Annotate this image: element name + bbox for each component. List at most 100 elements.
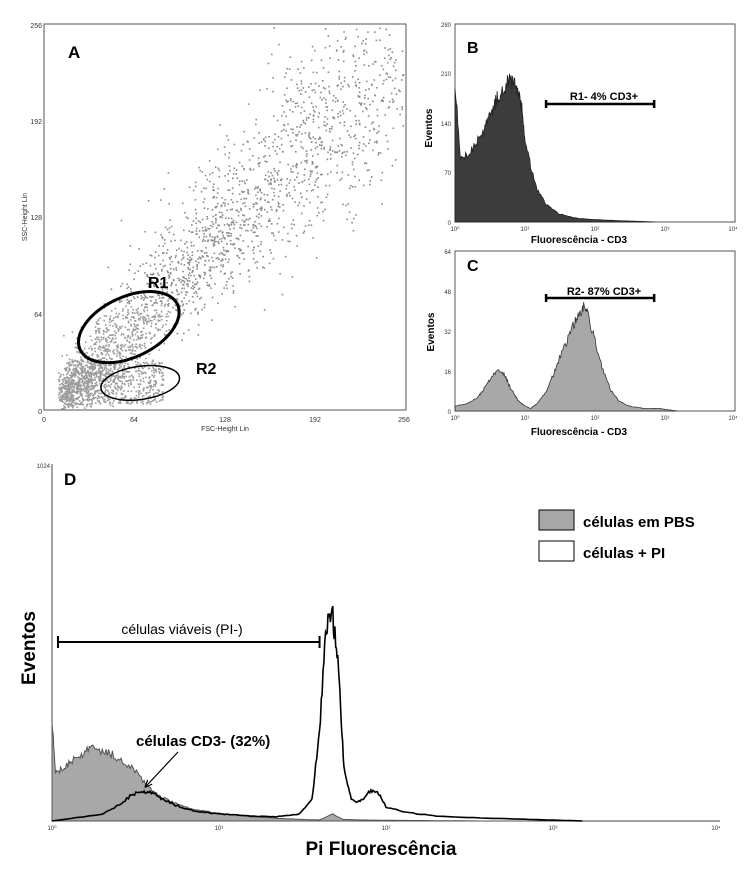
- event-point: [331, 125, 333, 128]
- event-point: [402, 125, 405, 127]
- event-point: [339, 179, 341, 181]
- event-point: [153, 380, 156, 382]
- event-point: [264, 145, 266, 147]
- event-point: [138, 248, 140, 250]
- event-point: [399, 90, 401, 93]
- event-point: [245, 197, 247, 200]
- event-point: [369, 180, 371, 182]
- event-point: [338, 78, 340, 80]
- event-point: [402, 74, 404, 77]
- event-point: [102, 363, 104, 365]
- event-point: [87, 378, 90, 381]
- event-point: [289, 56, 292, 58]
- event-point: [342, 60, 345, 63]
- event-point: [104, 387, 107, 389]
- event-point: [368, 169, 370, 171]
- event-point: [247, 191, 249, 194]
- event-point: [151, 316, 154, 318]
- event-point: [137, 361, 139, 364]
- event-point: [72, 398, 75, 400]
- event-point: [131, 350, 133, 352]
- event-point: [342, 85, 344, 88]
- event-point: [239, 207, 242, 210]
- event-point: [391, 164, 394, 167]
- event-point: [101, 366, 104, 369]
- event-point: [303, 230, 306, 233]
- event-point: [60, 398, 63, 401]
- event-point: [65, 369, 67, 372]
- event-point: [67, 395, 70, 398]
- event-point: [110, 358, 112, 360]
- event-point: [96, 356, 99, 358]
- event-point: [120, 362, 122, 365]
- event-point: [191, 254, 193, 257]
- event-point: [323, 124, 325, 127]
- event-point: [213, 189, 215, 192]
- event-point: [320, 59, 323, 61]
- event-point: [155, 382, 157, 384]
- event-point: [150, 338, 152, 340]
- event-point: [96, 384, 99, 387]
- event-point: [313, 89, 315, 91]
- event-point: [365, 162, 368, 164]
- event-point: [241, 165, 244, 168]
- event-point: [353, 168, 355, 171]
- event-point: [357, 35, 359, 38]
- event-point: [103, 319, 105, 322]
- panel-c-ylabel: Eventos: [426, 312, 437, 351]
- event-point: [142, 387, 145, 390]
- event-point: [153, 335, 156, 337]
- event-point: [72, 360, 75, 363]
- event-point: [100, 380, 103, 382]
- event-point: [354, 115, 357, 117]
- event-point: [197, 313, 199, 315]
- event-point: [296, 83, 298, 86]
- event-point: [89, 385, 91, 388]
- event-point: [163, 284, 166, 286]
- event-point: [133, 325, 136, 328]
- event-point: [88, 393, 90, 396]
- event-point: [91, 363, 94, 366]
- event-point: [336, 151, 339, 153]
- event-point: [319, 136, 321, 139]
- event-point: [99, 317, 101, 319]
- event-point: [157, 272, 159, 275]
- event-point: [166, 313, 168, 315]
- event-point: [65, 400, 68, 403]
- event-point: [87, 398, 89, 401]
- event-point: [149, 332, 151, 335]
- event-point: [139, 379, 142, 381]
- event-point: [185, 283, 188, 286]
- event-point: [347, 203, 349, 205]
- event-point: [252, 203, 255, 205]
- event-point: [127, 311, 129, 313]
- event-point: [132, 375, 134, 378]
- event-point: [86, 387, 89, 390]
- event-point: [147, 199, 150, 202]
- event-point: [358, 141, 361, 144]
- panel-b-ytick-210: 210: [441, 72, 452, 78]
- event-point: [195, 292, 198, 295]
- event-point: [337, 116, 340, 118]
- event-point: [248, 276, 251, 278]
- event-point: [316, 71, 318, 74]
- event-point: [103, 398, 106, 401]
- event-point: [208, 227, 211, 230]
- event-point: [382, 96, 385, 99]
- event-point: [74, 375, 76, 378]
- event-point: [363, 53, 365, 55]
- event-point: [139, 317, 141, 320]
- event-point: [296, 176, 298, 178]
- event-point: [213, 196, 215, 198]
- event-point: [328, 90, 331, 93]
- event-point: [300, 133, 303, 135]
- event-point: [165, 330, 168, 332]
- event-point: [326, 118, 329, 120]
- event-point: [161, 296, 163, 299]
- event-point: [153, 263, 156, 266]
- event-point: [247, 229, 249, 232]
- event-point: [148, 279, 151, 281]
- event-point: [96, 398, 99, 400]
- event-point: [143, 321, 145, 324]
- event-point: [290, 170, 292, 173]
